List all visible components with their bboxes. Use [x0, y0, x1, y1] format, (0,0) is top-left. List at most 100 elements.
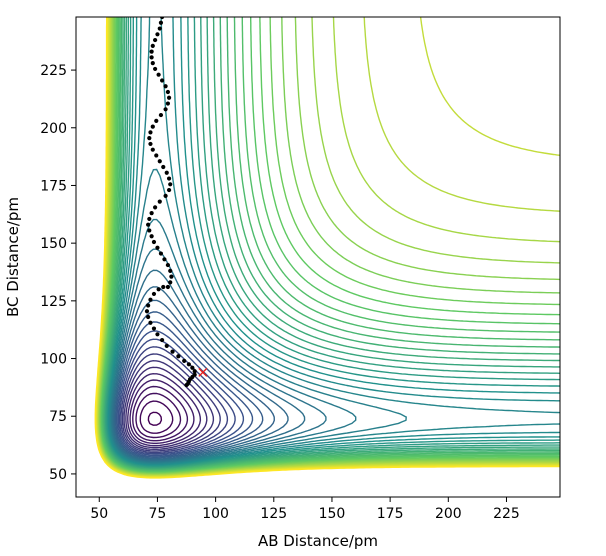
- trajectory-point: [154, 118, 159, 123]
- trajectory-point: [149, 49, 154, 54]
- x-axis-label: AB Distance/pm: [258, 532, 378, 550]
- trajectory-point: [148, 297, 153, 302]
- contour-level: [139, 400, 174, 434]
- trajectory-point: [149, 211, 154, 216]
- trajectory-point: [146, 222, 151, 227]
- trajectory-point: [153, 66, 158, 72]
- trajectory-point: [150, 43, 155, 48]
- trajectory-point: [157, 159, 162, 164]
- trajectory-point: [150, 147, 155, 152]
- trajectory-point: [151, 291, 157, 297]
- contour-level: [114, 299, 275, 460]
- trajectory-point: [147, 136, 152, 141]
- trajectory-point: [155, 32, 160, 37]
- trajectory-point: [156, 72, 161, 77]
- trajectory-point: [150, 61, 155, 66]
- trajectory-point: [176, 354, 181, 359]
- trajectory-point: [170, 349, 175, 354]
- start-marker-layer: [198, 367, 208, 377]
- trajectory-point: [192, 369, 197, 374]
- trajectory-point: [157, 26, 162, 31]
- plot-frame: [75, 16, 561, 498]
- x-axis: 50 75 100 125 150 175 200 225: [90, 497, 520, 522]
- contour-level: [120, 346, 229, 454]
- x-marker-stroke: [198, 367, 208, 377]
- trajectory-point: [168, 280, 173, 285]
- trajectory-point: [151, 326, 157, 331]
- trajectory-point: [186, 362, 191, 367]
- trajectory-point: [168, 182, 173, 187]
- y-axis-label: BC Distance/pm: [4, 197, 22, 317]
- trajectory-point: [158, 112, 164, 118]
- trajectory-point: [147, 216, 152, 222]
- trajectory-point: [149, 55, 154, 60]
- trajectory-point: [165, 284, 171, 290]
- contour-level: [123, 360, 215, 450]
- trajectory-point: [148, 320, 153, 325]
- x-tick-label: 100: [202, 506, 229, 522]
- trajectory-point: [157, 199, 162, 204]
- contour-level: [125, 366, 208, 449]
- contour-level: [111, 248, 327, 463]
- start-x-marker: [198, 367, 208, 377]
- contour-level: [112, 269, 306, 462]
- trajectory-point: [165, 101, 171, 106]
- x-tick-label: 175: [377, 506, 404, 522]
- trajectory-point: [158, 20, 164, 25]
- trajectory-point: [190, 365, 195, 370]
- trajectory-point: [161, 284, 166, 290]
- trajectory-point: [158, 251, 164, 256]
- trajectory-point: [153, 37, 158, 43]
- trajectory-point: [161, 164, 166, 170]
- trajectory-point: [154, 153, 159, 158]
- y-tick-label: 200: [40, 121, 67, 137]
- y-tick-label: 100: [40, 352, 67, 368]
- trajectory-point: [162, 257, 167, 262]
- trajectory-point: [165, 262, 171, 268]
- contour-level: [118, 338, 236, 455]
- contour-level: [117, 330, 245, 456]
- contour-level: [116, 321, 254, 457]
- trajectory-point: [166, 95, 172, 100]
- trajectory-point: [166, 187, 172, 193]
- contour-level: [109, 168, 407, 464]
- contour-level: [121, 353, 221, 452]
- contour-level: [94, 17, 560, 479]
- contour-level: [115, 311, 264, 458]
- contour-level: [108, 17, 560, 465]
- trajectory-point: [165, 89, 171, 95]
- trajectory-point: [159, 17, 165, 20]
- x-tick-label: 75: [149, 506, 167, 522]
- y-tick-label: 225: [40, 63, 67, 79]
- contour-level: [113, 286, 289, 461]
- x-tick-label: 200: [435, 506, 462, 522]
- trajectory-point: [192, 372, 197, 377]
- trajectory-point: [147, 228, 152, 233]
- contour-level: [107, 17, 560, 466]
- contour-level: [147, 411, 163, 426]
- y-tick-label: 175: [40, 178, 67, 194]
- trajectory-point: [168, 268, 173, 273]
- trajectory-point: [148, 141, 153, 147]
- contour-level: [132, 385, 189, 442]
- trajectory-point: [159, 78, 165, 83]
- contour-lines: [94, 17, 560, 479]
- y-tick-label: 50: [49, 467, 67, 483]
- trajectory-point: [155, 332, 160, 337]
- trajectory-point: [163, 84, 168, 89]
- trajectory-point: [184, 382, 189, 388]
- trajectory-point: [146, 314, 151, 320]
- trajectory-point: [163, 107, 168, 112]
- contour-level: [110, 218, 357, 463]
- trajectory-point: [166, 176, 172, 181]
- contour-level: [127, 373, 202, 447]
- x-tick-label: 225: [493, 506, 520, 522]
- trajectory-point: [155, 245, 160, 250]
- trajectory-point: [159, 337, 165, 343]
- trajectory-point: [153, 205, 158, 210]
- trajectory-point: [164, 170, 169, 175]
- x-tick-label: 50: [90, 506, 108, 522]
- contour-level: [129, 379, 195, 444]
- y-tick-label: 75: [49, 409, 67, 425]
